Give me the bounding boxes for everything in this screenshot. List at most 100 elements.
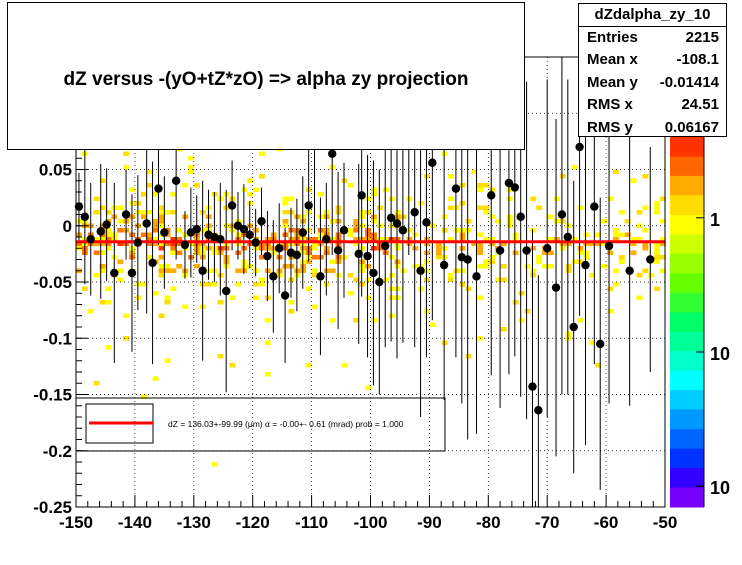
x-tick-label: -90 bbox=[417, 513, 442, 532]
histogram-cell bbox=[317, 192, 324, 197]
histogram-cell bbox=[612, 169, 619, 174]
histogram-cell bbox=[559, 241, 566, 246]
stats-label: RMS x bbox=[587, 96, 633, 114]
palette-color-band bbox=[670, 370, 704, 391]
histogram-cell bbox=[229, 295, 236, 300]
histogram-cell bbox=[312, 268, 318, 273]
fit-legend-outer-box bbox=[75, 397, 446, 452]
profile-point bbox=[74, 202, 84, 211]
histogram-cell bbox=[601, 219, 607, 224]
histogram-cell bbox=[459, 228, 466, 233]
histogram-cell bbox=[123, 165, 130, 170]
palette-tick-label: 10 bbox=[710, 344, 730, 364]
histogram-cell bbox=[194, 183, 200, 188]
profile-point bbox=[333, 246, 343, 255]
histogram-cell bbox=[642, 246, 649, 251]
histogram-cell bbox=[164, 300, 171, 305]
histogram-cell bbox=[312, 241, 318, 246]
histogram-cell bbox=[636, 295, 643, 300]
histogram-cell bbox=[571, 259, 578, 264]
histogram-cell bbox=[412, 232, 419, 237]
histogram-cell bbox=[424, 241, 430, 246]
palette-color-band bbox=[670, 468, 704, 489]
histogram-cell bbox=[577, 259, 584, 264]
profile-point bbox=[160, 228, 169, 237]
histogram-cell bbox=[648, 273, 655, 278]
histogram-cell bbox=[99, 250, 106, 255]
histogram-cell bbox=[559, 219, 566, 224]
histogram-cell bbox=[512, 232, 519, 237]
histogram-cell bbox=[394, 241, 401, 246]
x-tick-label: -130 bbox=[177, 513, 211, 532]
histogram-cell bbox=[76, 241, 82, 246]
histogram-cell bbox=[282, 201, 289, 206]
histogram-cell bbox=[394, 286, 401, 291]
histogram-cell bbox=[506, 214, 513, 219]
profile-point bbox=[133, 238, 143, 247]
histogram-cell bbox=[140, 232, 147, 237]
histogram-cell bbox=[447, 277, 454, 282]
histogram-cell bbox=[188, 156, 194, 161]
histogram-cell bbox=[512, 250, 519, 255]
histogram-cell bbox=[612, 268, 619, 273]
histogram-cell bbox=[105, 232, 112, 237]
histogram-cell bbox=[583, 250, 590, 255]
histogram-cell bbox=[93, 381, 100, 386]
stats-row-mean-x: Mean x -108.1 bbox=[579, 49, 726, 71]
profile-point bbox=[381, 241, 390, 251]
profile-point bbox=[504, 178, 514, 188]
histogram-cell bbox=[412, 246, 419, 251]
histogram-cell bbox=[465, 219, 472, 224]
histogram-cell bbox=[589, 273, 596, 278]
profile-point bbox=[142, 219, 151, 228]
histogram-cell bbox=[618, 232, 625, 237]
histogram-cell bbox=[542, 264, 548, 269]
histogram-cell bbox=[660, 255, 666, 260]
histogram-cell bbox=[424, 237, 430, 242]
fit-legend-text: dZ = 136.03+-99.99 (μm) α = -0.00+- 0.61… bbox=[168, 419, 404, 429]
histogram-cell bbox=[418, 264, 425, 269]
x-tick-label: -60 bbox=[594, 513, 619, 532]
histogram-cell bbox=[447, 174, 454, 179]
histogram-cell bbox=[282, 196, 289, 201]
histogram-cell bbox=[140, 394, 147, 399]
histogram-cell bbox=[530, 196, 537, 201]
histogram-cell bbox=[81, 286, 88, 291]
histogram-cell bbox=[282, 219, 289, 224]
stats-value: 24.51 bbox=[681, 96, 719, 114]
histogram-cell bbox=[371, 214, 377, 219]
palette-color-band bbox=[670, 253, 704, 274]
histogram-cell bbox=[660, 268, 666, 273]
histogram-cell bbox=[105, 246, 112, 251]
histogram-cell bbox=[642, 205, 649, 210]
profile-point bbox=[110, 268, 119, 278]
histogram-cell bbox=[530, 228, 537, 233]
histogram-cell bbox=[264, 372, 271, 377]
histogram-cell bbox=[93, 241, 100, 246]
histogram-cell bbox=[376, 237, 383, 242]
profile-point bbox=[495, 246, 505, 255]
histogram-cell bbox=[654, 241, 661, 246]
profile-point bbox=[328, 149, 337, 158]
histogram-cell bbox=[607, 286, 613, 291]
histogram-cell bbox=[140, 214, 147, 219]
histogram-cell bbox=[500, 277, 507, 282]
histogram-cell bbox=[140, 210, 147, 215]
histogram-cell bbox=[636, 273, 643, 278]
palette-tick-label: 10 bbox=[710, 478, 730, 498]
histogram-cell bbox=[371, 219, 377, 224]
profile-point bbox=[245, 230, 254, 239]
profile-point bbox=[354, 249, 363, 259]
histogram-cell bbox=[117, 277, 124, 282]
histogram-cell bbox=[483, 237, 489, 242]
profile-point bbox=[357, 191, 366, 200]
histogram-cell bbox=[553, 219, 560, 224]
histogram-cell bbox=[601, 264, 607, 269]
histogram-cell bbox=[406, 228, 413, 233]
histogram-cell bbox=[595, 232, 602, 237]
histogram-cell bbox=[518, 318, 525, 323]
profile-point bbox=[127, 268, 137, 278]
palette-color-band bbox=[670, 351, 704, 372]
palette-color-band bbox=[670, 273, 704, 294]
histogram-cell bbox=[489, 241, 495, 246]
